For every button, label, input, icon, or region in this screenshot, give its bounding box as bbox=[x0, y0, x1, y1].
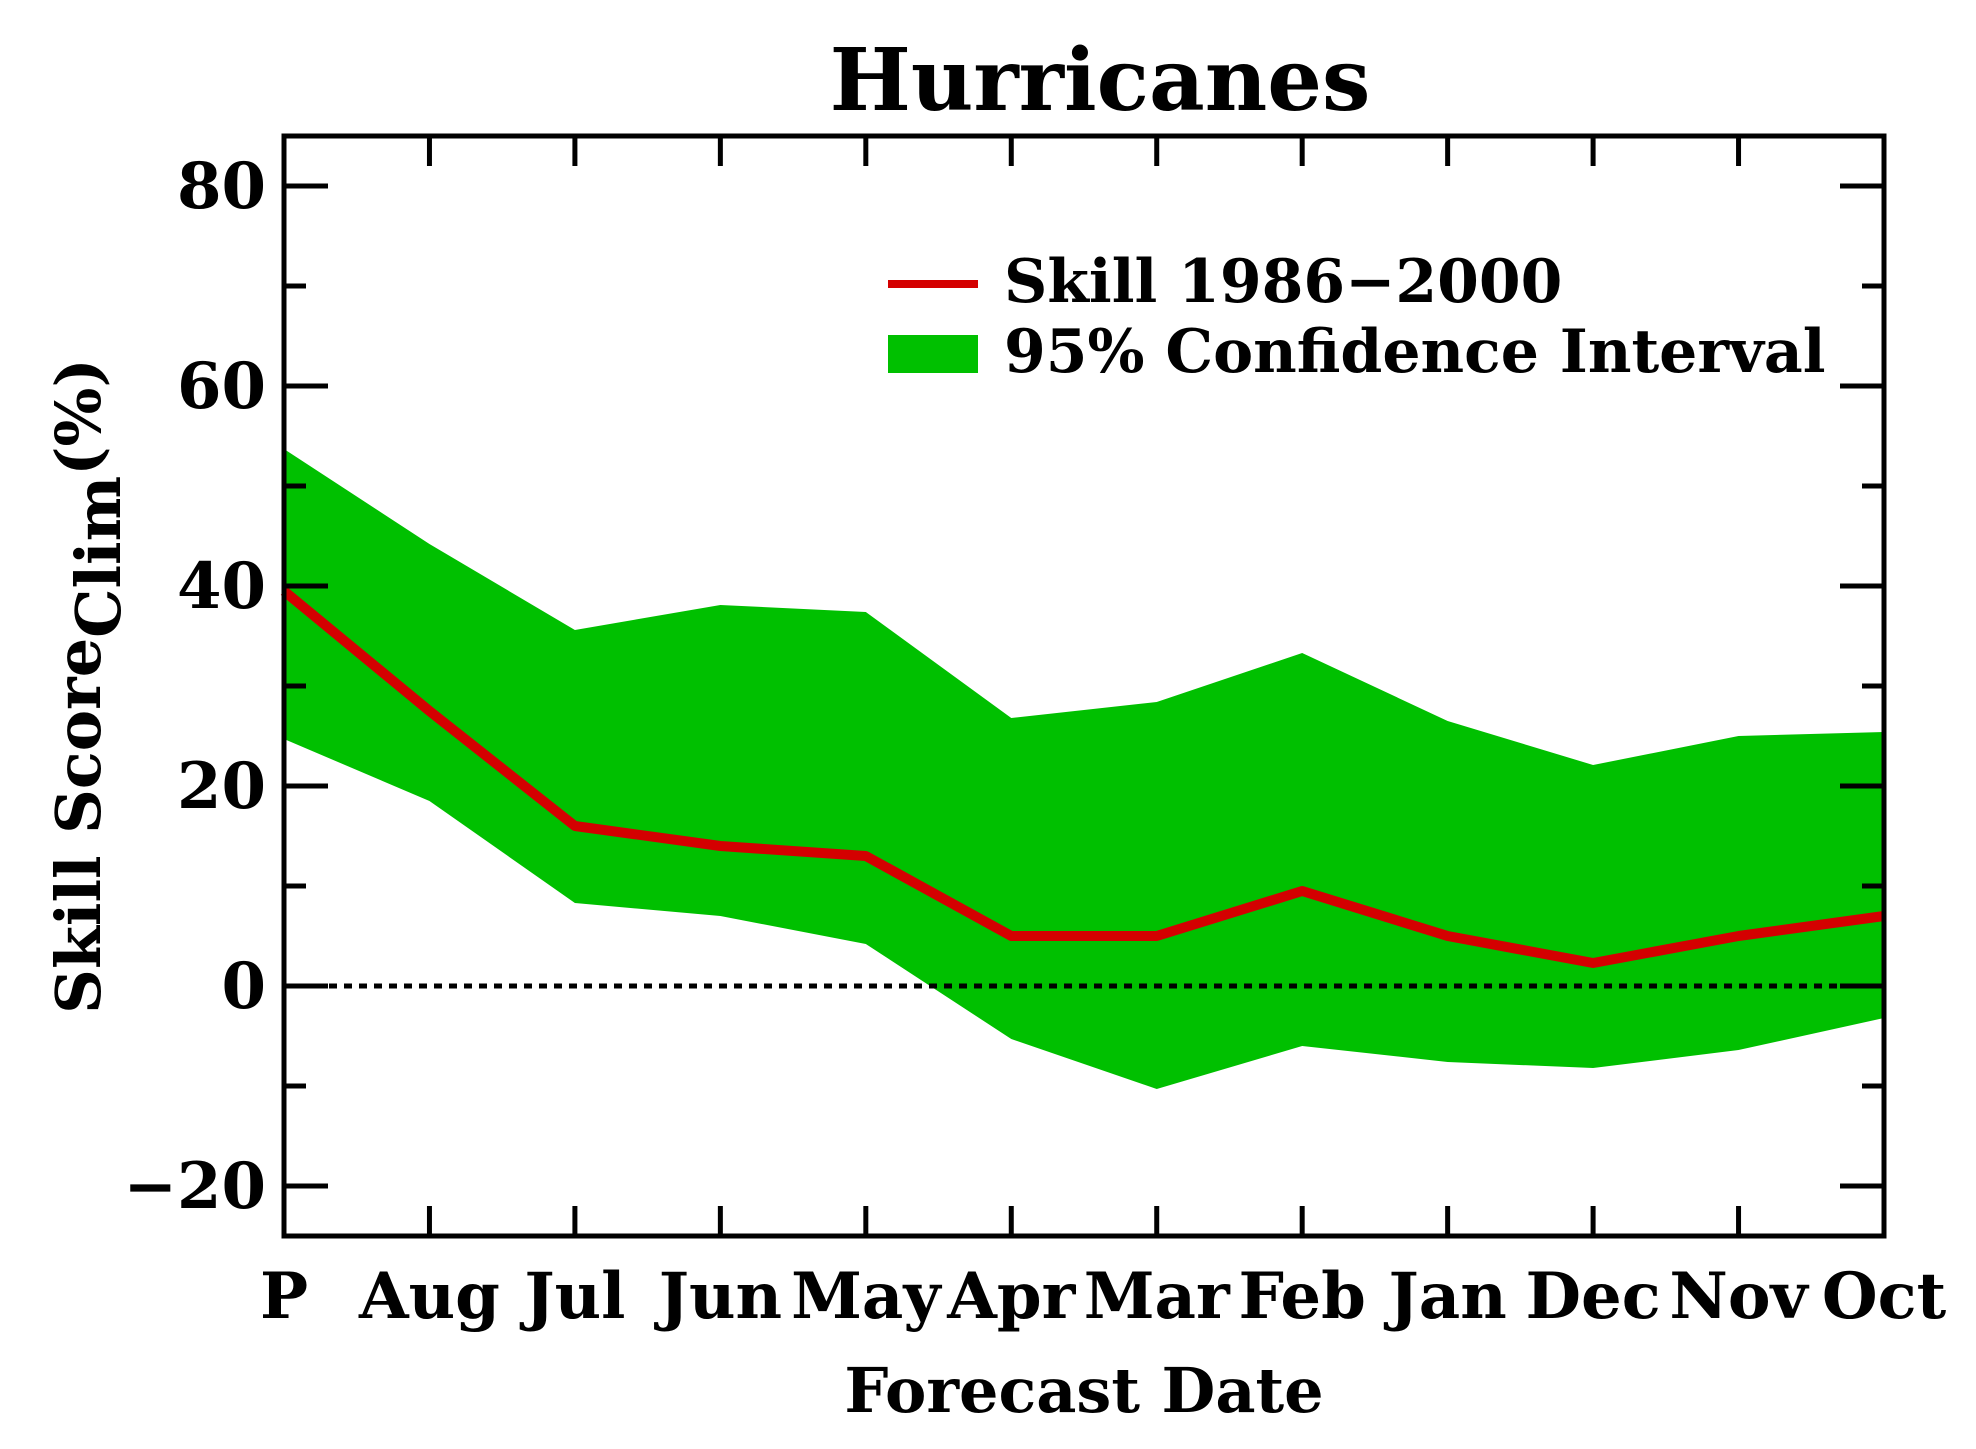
xtick-label-aug: Aug bbox=[358, 1259, 500, 1334]
y-axis-title-unit: (%) bbox=[42, 358, 115, 476]
xtick-label-jul: Jul bbox=[519, 1259, 625, 1334]
confidence-band-layer bbox=[284, 449, 1884, 1089]
ytick-label: 80 bbox=[177, 149, 266, 224]
y-axis-title: Skill ScoreClim(%) bbox=[42, 358, 135, 1014]
y-tick-labels: −20 0 20 40 60 80 bbox=[123, 149, 266, 1224]
ytick-label: −20 bbox=[123, 1149, 266, 1224]
xtick-label-may: May bbox=[791, 1259, 942, 1334]
legend: Skill 1986−2000 95% Confidence Interval bbox=[888, 247, 1825, 387]
xtick-label-mar: Mar bbox=[1084, 1259, 1231, 1334]
xtick-label-jan: Jan bbox=[1383, 1259, 1506, 1334]
chart-title: Hurricanes bbox=[830, 30, 1371, 131]
legend-label-skill: Skill 1986−2000 bbox=[1004, 247, 1562, 317]
xtick-label-jun: Jun bbox=[654, 1259, 782, 1334]
xtick-label-apr: Apr bbox=[946, 1259, 1076, 1334]
skill-line bbox=[280, 587, 1885, 968]
x-tick-labels: P Aug Jul Jun May Apr Mar Feb Jan Dec Nov Oct bbox=[260, 1259, 1947, 1334]
skill-line-layer bbox=[280, 587, 1885, 968]
tick-marks-layer bbox=[281, 136, 1887, 1236]
ytick-label: 20 bbox=[177, 749, 266, 824]
xtick-label-feb: Feb bbox=[1238, 1259, 1365, 1334]
xtick-label-p: P bbox=[260, 1259, 308, 1334]
confidence-band bbox=[284, 449, 1884, 1089]
xtick-label-dec: Dec bbox=[1525, 1259, 1660, 1334]
y-axis-title-main: Skill Score bbox=[42, 638, 115, 1014]
xtick-label-nov: Nov bbox=[1669, 1259, 1809, 1334]
ytick-label: 40 bbox=[177, 549, 266, 624]
ytick-label: 60 bbox=[177, 349, 266, 424]
y-axis-title-subscript: Clim bbox=[62, 476, 135, 638]
legend-label-confidence: 95% Confidence Interval bbox=[1004, 317, 1825, 387]
legend-swatch-confidence bbox=[888, 335, 978, 373]
ytick-label: 0 bbox=[221, 949, 266, 1024]
xtick-label-oct: Oct bbox=[1822, 1259, 1947, 1334]
x-axis-title: Forecast Date bbox=[844, 1354, 1323, 1427]
